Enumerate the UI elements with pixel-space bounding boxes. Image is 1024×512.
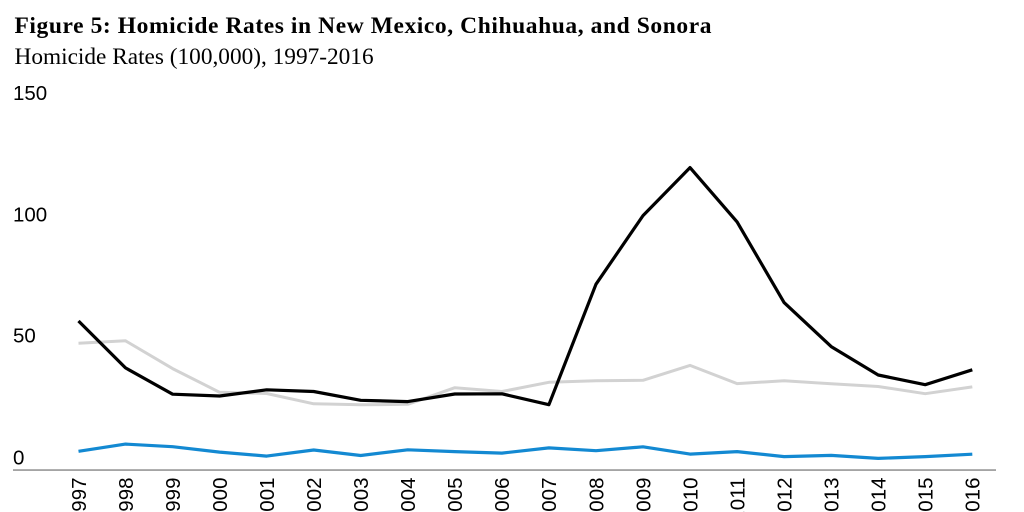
svg-text:2008: 2008 <box>585 478 608 512</box>
svg-text:0: 0 <box>13 447 24 470</box>
svg-text:2006: 2006 <box>491 478 514 512</box>
svg-text:2007: 2007 <box>538 478 561 512</box>
svg-text:2003: 2003 <box>350 478 373 512</box>
svg-text:2010: 2010 <box>679 478 702 512</box>
svg-text:150: 150 <box>13 82 47 105</box>
svg-text:2014: 2014 <box>868 478 891 512</box>
svg-text:1999: 1999 <box>162 478 185 512</box>
svg-text:50: 50 <box>13 325 36 348</box>
svg-text:1998: 1998 <box>115 478 138 512</box>
svg-text:100: 100 <box>13 204 47 227</box>
svg-text:2015: 2015 <box>915 478 938 512</box>
svg-text:2012: 2012 <box>773 478 796 512</box>
svg-text:2011: 2011 <box>726 478 749 512</box>
svg-text:1997: 1997 <box>68 478 91 512</box>
svg-text:2005: 2005 <box>444 478 467 512</box>
svg-text:2000: 2000 <box>209 478 232 512</box>
svg-text:2002: 2002 <box>303 478 326 512</box>
svg-text:2016: 2016 <box>962 478 985 512</box>
svg-text:2001: 2001 <box>256 478 279 512</box>
svg-text:2004: 2004 <box>397 478 420 512</box>
svg-text:2009: 2009 <box>632 478 655 512</box>
svg-text:2013: 2013 <box>821 478 844 512</box>
